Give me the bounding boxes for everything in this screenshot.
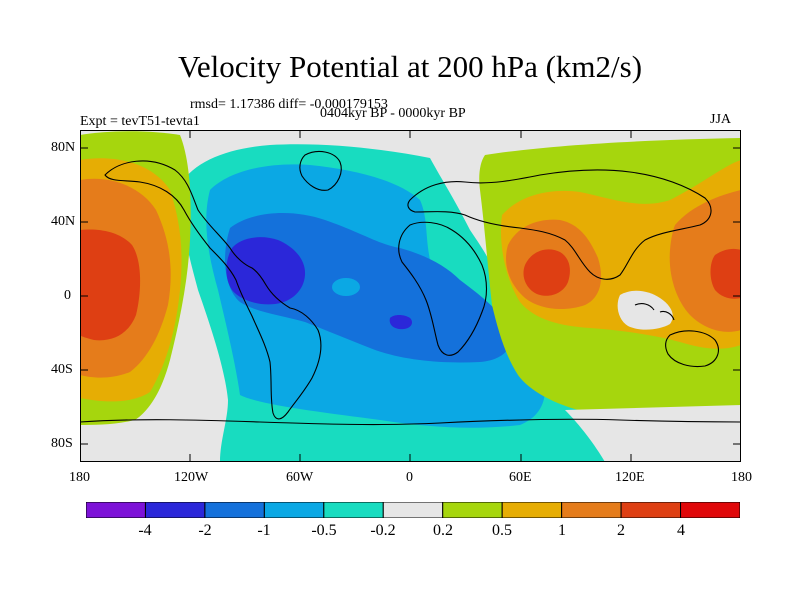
plot-title: Velocity Potential at 200 hPa (km2/s) [177, 49, 643, 84]
statistics-line: rmsd= 1.17386 diff= -0.000179153 [190, 97, 388, 112]
legend-label-4: 4 [677, 522, 685, 539]
velocity-potential-map [80, 130, 741, 462]
legend-swatch-5 [382, 502, 444, 518]
lon-tick-120e: 120E [615, 470, 645, 485]
contour-pos-2-asia [523, 249, 570, 296]
color-legend: -4 -2 -1 -0.5 -0.2 0.2 0.5 1 2 4 [86, 502, 740, 539]
legend-label-1: 1 [558, 522, 566, 539]
legend-swatch-0 [86, 502, 146, 518]
legend-swatch-7 [501, 502, 563, 518]
lon-tick-180w: 180 [69, 470, 90, 485]
contour-neg-2-caribbean [226, 237, 306, 305]
contour-neg-05-pocket [332, 278, 360, 296]
contour-neg-2-atlantic [389, 315, 412, 330]
experiment-label: Expt = tevT51-tevta1 [80, 114, 200, 129]
lat-tick-40s: 40S [51, 362, 73, 377]
lat-tick-40n: 40N [51, 214, 76, 229]
legend-label-neg05: -0.5 [311, 522, 337, 539]
legend-swatch-2 [204, 502, 265, 518]
map-frame [80, 130, 741, 462]
legend-swatch-4 [323, 502, 384, 518]
contour-near-zero-maritime [617, 290, 673, 330]
lon-tick-180e: 180 [731, 470, 752, 485]
legend-swatch-3 [263, 502, 325, 518]
legend-label-neg1: -1 [257, 522, 271, 539]
lon-tick-120w: 120W [174, 470, 209, 485]
lat-tick-eq: 0 [64, 288, 71, 303]
legend-swatch-6 [442, 502, 503, 518]
legend-label-neg2: -2 [198, 522, 212, 539]
legend-label-neg02: -0.2 [370, 522, 396, 539]
legend-swatch-1 [144, 502, 206, 518]
legend-label-2: 2 [617, 522, 625, 539]
contour-neg-1 [225, 213, 512, 363]
contour-pos-2-wpac [710, 248, 741, 299]
graticule-ticks [80, 130, 741, 462]
legend-label-05: 0.5 [492, 522, 512, 539]
coastlines [80, 150, 741, 426]
period-label: 0404kyr BP - 0000kyr BP [320, 106, 466, 121]
contour-pos-2-pacific [80, 229, 141, 341]
contour-pos-1-wpac [669, 190, 741, 332]
legend-swatch-10 [680, 502, 740, 518]
legend-swatches [86, 502, 740, 518]
season-label: JJA [710, 112, 732, 127]
legend-label-02: 0.2 [433, 522, 453, 539]
lat-tick-80s: 80S [51, 436, 73, 451]
lon-tick-60e: 60E [509, 470, 532, 485]
legend-label-neg4: -4 [138, 522, 152, 539]
lon-tick-60w: 60W [286, 470, 314, 485]
lat-tick-80n: 80N [51, 140, 76, 155]
legend-swatch-9 [620, 502, 682, 518]
legend-swatch-8 [561, 502, 622, 518]
lon-tick-0: 0 [406, 470, 413, 485]
